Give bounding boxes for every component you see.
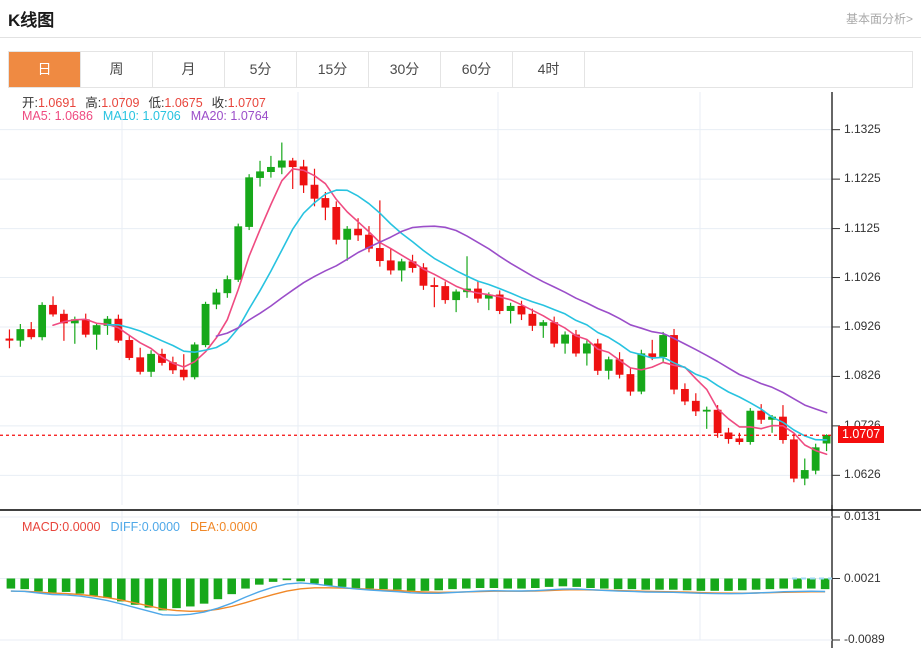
kline-svg: [0, 92, 921, 648]
tab-week[interactable]: 周: [81, 52, 153, 87]
macd-tick-label: 0.0021: [844, 570, 881, 585]
page-title: K线图: [8, 11, 55, 30]
tab-4hour[interactable]: 4时: [513, 52, 585, 87]
high-value: 1.0709: [101, 96, 140, 110]
diff-label: DIFF:: [110, 520, 142, 534]
tabbar-filler: [585, 52, 912, 87]
ma5-legend: MA5: 1.0686: [22, 109, 93, 123]
macd-label: MACD:: [22, 520, 63, 534]
timeframe-tabbar: 日 周 月 5分 15分 30分 60分 4时: [8, 51, 913, 88]
open-label: 开:: [22, 96, 38, 110]
dea-legend-item: DEA:0.0000: [190, 520, 257, 534]
page-header: K线图 基本面分析>: [0, 0, 921, 38]
price-tick-label: 1.1125: [844, 220, 880, 235]
high-label: 高:: [85, 96, 102, 110]
price-tick-label: 1.1225: [844, 171, 881, 186]
ma20-label: MA20:: [190, 109, 227, 123]
chart-area[interactable]: 开:1.0691 高:1.0709 低:1.0675 收:1.0707 MA5: 1.…: [0, 92, 921, 648]
fundamental-analysis-link[interactable]: 基本面分析>: [845, 12, 913, 26]
macd-value: 0.0000: [62, 520, 101, 534]
price-tick-label: 1.1325: [844, 121, 881, 136]
open-value: 1.0691: [37, 96, 77, 110]
ma-legend: MA5: 1.0686 MA10: 1.0706 MA20: 1.0764: [22, 109, 269, 123]
ma10-label: MA10:: [102, 109, 140, 123]
macd-legend: MACD:0.0000 DIFF:0.0000 DEA:0.0000: [22, 520, 257, 534]
dea-value: 0.0000: [219, 520, 258, 534]
ma10-value: 1.0706: [142, 109, 181, 123]
macd-tick-label: -0.0089: [844, 632, 885, 646]
macd-legend-item: MACD:0.0000: [22, 520, 101, 534]
price-tick-label: 1.0926: [844, 318, 881, 333]
close-label: 收:: [211, 96, 228, 110]
tab-month[interactable]: 月: [153, 52, 225, 87]
price-tick-label: 1.1026: [844, 269, 881, 284]
price-tick-label: 1.0826: [844, 368, 881, 383]
ma5-value: 1.0686: [54, 109, 93, 123]
current-price-badge: 1.0707: [838, 426, 885, 444]
tab-15min[interactable]: 15分: [297, 52, 369, 87]
tab-5min[interactable]: 5分: [225, 52, 297, 87]
price-tick-label: 1.0626: [844, 467, 881, 482]
tab-day[interactable]: 日: [9, 52, 81, 87]
diff-value: 0.0000: [141, 520, 180, 534]
close-value: 1.0707: [227, 96, 266, 110]
ma20-value: 1.0764: [230, 109, 269, 123]
ma20-legend: MA20: 1.0764: [191, 109, 269, 123]
ohlc-legend: 开:1.0691 高:1.0709 低:1.0675 收:1.0707: [22, 92, 275, 111]
diff-legend-item: DIFF:0.0000: [111, 520, 180, 534]
ma10-legend: MA10: 1.0706: [103, 109, 181, 123]
dea-label: DEA:: [190, 520, 220, 534]
tab-60min[interactable]: 60分: [441, 52, 513, 87]
tab-30min[interactable]: 30分: [369, 52, 441, 87]
low-value: 1.0675: [164, 96, 203, 110]
low-label: 低:: [148, 96, 165, 110]
ma5-label: MA5:: [22, 109, 52, 123]
macd-tick-label: 0.0131: [844, 509, 881, 523]
